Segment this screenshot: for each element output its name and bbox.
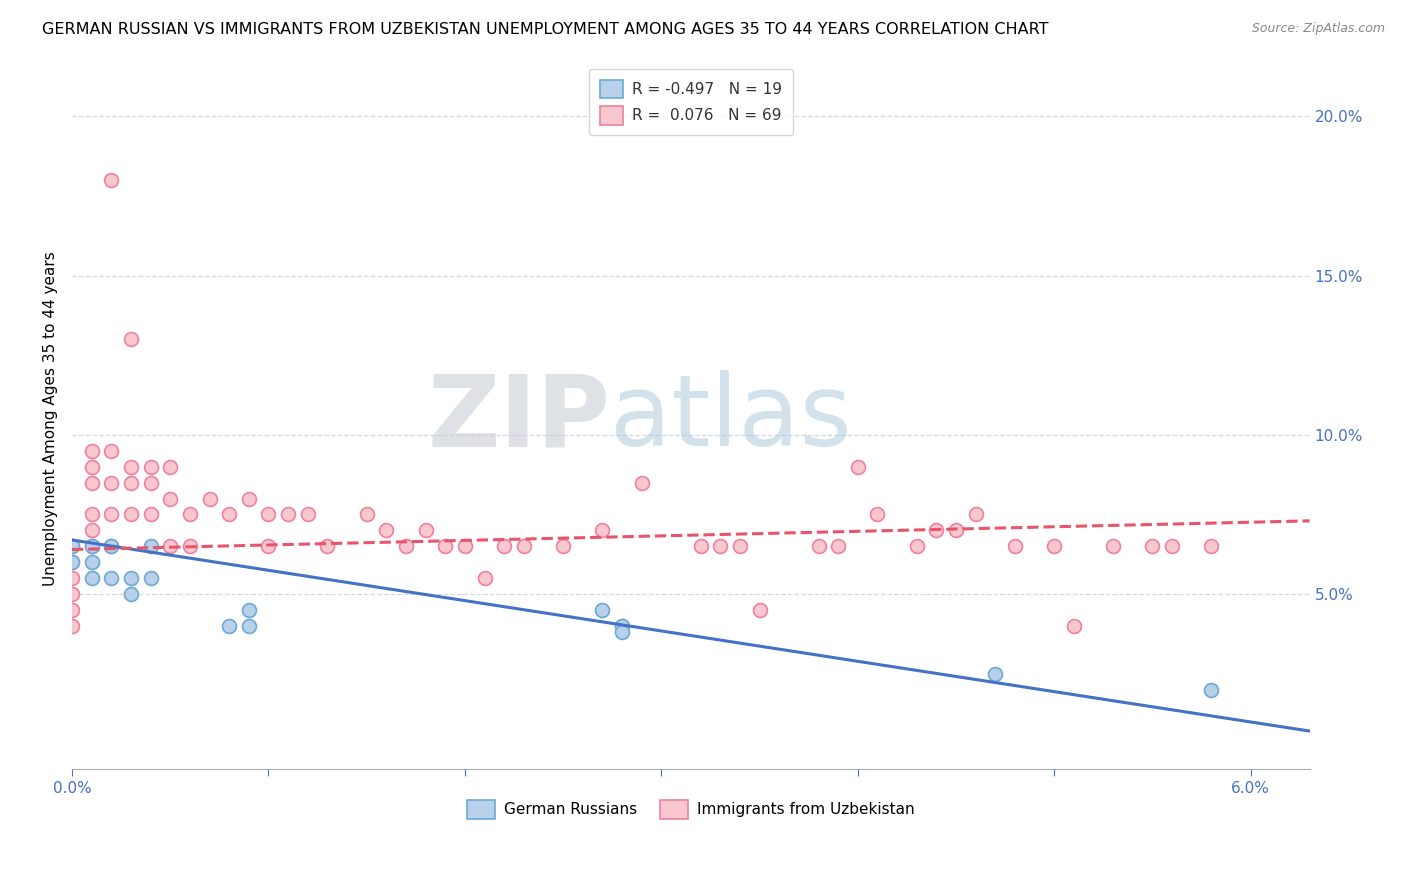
Text: atlas: atlas	[610, 370, 852, 467]
Point	[316, 539, 339, 553]
Point	[120, 571, 142, 585]
Point	[1004, 539, 1026, 553]
Point	[179, 508, 201, 522]
Point	[1201, 539, 1223, 553]
Point	[610, 625, 633, 640]
Point	[591, 524, 613, 538]
Point	[159, 539, 181, 553]
Point	[198, 491, 221, 506]
Point	[139, 508, 162, 522]
Point	[1102, 539, 1125, 553]
Point	[80, 508, 103, 522]
Point	[80, 524, 103, 538]
Point	[100, 173, 122, 187]
Point	[120, 508, 142, 522]
Point	[179, 539, 201, 553]
Point	[139, 539, 162, 553]
Y-axis label: Unemployment Among Ages 35 to 44 years: Unemployment Among Ages 35 to 44 years	[44, 252, 58, 586]
Point	[218, 508, 240, 522]
Point	[965, 508, 987, 522]
Point	[80, 443, 103, 458]
Point	[60, 571, 83, 585]
Point	[728, 539, 751, 553]
Point	[1161, 539, 1184, 553]
Point	[925, 524, 948, 538]
Point	[984, 666, 1007, 681]
Point	[257, 539, 280, 553]
Point	[60, 539, 83, 553]
Point	[60, 587, 83, 601]
Point	[159, 459, 181, 474]
Point	[866, 508, 889, 522]
Point	[1043, 539, 1066, 553]
Point	[80, 475, 103, 490]
Point	[395, 539, 418, 553]
Point	[945, 524, 967, 538]
Point	[100, 475, 122, 490]
Point	[80, 571, 103, 585]
Point	[1063, 619, 1085, 633]
Point	[748, 603, 770, 617]
Point	[139, 571, 162, 585]
Point	[827, 539, 849, 553]
Point	[100, 508, 122, 522]
Point	[60, 539, 83, 553]
Point	[709, 539, 731, 553]
Point	[139, 475, 162, 490]
Point	[807, 539, 830, 553]
Text: Source: ZipAtlas.com: Source: ZipAtlas.com	[1251, 22, 1385, 36]
Point	[591, 603, 613, 617]
Point	[100, 571, 122, 585]
Point	[80, 555, 103, 569]
Text: ZIP: ZIP	[427, 370, 610, 467]
Point	[60, 555, 83, 569]
Point	[375, 524, 398, 538]
Point	[120, 459, 142, 474]
Point	[60, 619, 83, 633]
Text: GERMAN RUSSIAN VS IMMIGRANTS FROM UZBEKISTAN UNEMPLOYMENT AMONG AGES 35 TO 44 YE: GERMAN RUSSIAN VS IMMIGRANTS FROM UZBEKI…	[42, 22, 1049, 37]
Point	[610, 619, 633, 633]
Point	[60, 555, 83, 569]
Point	[513, 539, 536, 553]
Point	[1201, 682, 1223, 697]
Point	[277, 508, 299, 522]
Point	[139, 459, 162, 474]
Point	[630, 475, 652, 490]
Point	[689, 539, 711, 553]
Point	[257, 508, 280, 522]
Point	[297, 508, 319, 522]
Point	[553, 539, 575, 553]
Legend: German Russians, Immigrants from Uzbekistan: German Russians, Immigrants from Uzbekis…	[461, 794, 921, 825]
Point	[60, 603, 83, 617]
Point	[494, 539, 516, 553]
Point	[415, 524, 437, 538]
Point	[454, 539, 477, 553]
Point	[1142, 539, 1164, 553]
Point	[434, 539, 457, 553]
Point	[356, 508, 378, 522]
Point	[474, 571, 496, 585]
Point	[238, 603, 260, 617]
Point	[610, 619, 633, 633]
Point	[120, 587, 142, 601]
Point	[100, 539, 122, 553]
Point	[905, 539, 928, 553]
Point	[846, 459, 869, 474]
Point	[120, 332, 142, 346]
Point	[120, 475, 142, 490]
Point	[238, 491, 260, 506]
Point	[80, 539, 103, 553]
Point	[80, 539, 103, 553]
Point	[80, 459, 103, 474]
Point	[100, 539, 122, 553]
Point	[218, 619, 240, 633]
Point	[238, 619, 260, 633]
Point	[100, 443, 122, 458]
Point	[159, 491, 181, 506]
